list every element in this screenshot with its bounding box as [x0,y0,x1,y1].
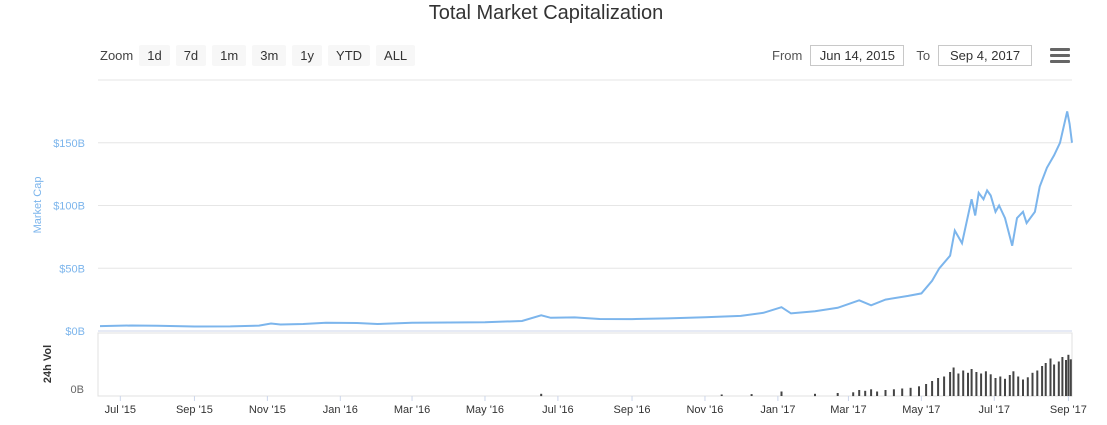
chart-title: Total Market Capitalization [428,2,664,24]
volume-bar [1069,359,1072,397]
x-tick-label: Sep '17 [1050,404,1087,416]
x-tick-label: Jul '16 [542,404,573,416]
volume-bar [814,393,816,397]
x-tick-label: Nov '16 [686,404,723,416]
zoom-1m-button[interactable]: 1m [212,45,247,66]
x-tick-label: Nov '15 [249,404,286,416]
from-label: From [772,48,803,63]
zoom-all-button[interactable]: ALL [376,45,416,66]
volume-bar [540,393,543,397]
volume-bar [864,390,867,397]
volume-bar [870,389,873,397]
volume-bar [901,388,904,396]
volume-bar [937,378,940,396]
volume-bar [962,370,965,396]
volume-bar [1004,378,1006,397]
volume-bar [999,376,1002,396]
volume-bar [1031,372,1034,397]
volume-axis-tick: 0B [71,384,84,396]
y-tick-label: $150B [53,138,85,150]
volume-bar [750,394,753,396]
volume-bar [836,393,839,396]
volume-bar [1017,376,1020,396]
zoom-1d-button[interactable]: 1d [139,45,170,66]
volume-panel-frame [97,332,1073,397]
volume-bar [943,376,946,396]
volume-bar [858,390,861,396]
volume-bar [892,389,895,397]
volume-bar [1036,370,1039,396]
volume-bar [852,392,855,397]
y-tick-label: $100B [53,201,85,213]
zoom-label: Zoom [100,48,134,63]
x-tick-label: Jul '15 [105,404,136,416]
x-tick-label: May '16 [466,404,504,416]
x-tick-label: Jan '17 [760,404,795,416]
volume-bar [780,391,783,396]
x-tick-label: Mar '17 [830,404,866,416]
volume-bar [994,378,997,396]
x-tick-label: Jul '17 [979,404,1010,416]
volume-bar [975,372,978,396]
volume-bar [931,381,934,396]
volume-bar [1026,377,1029,397]
volume-bar [952,367,955,396]
volume-bar [957,373,960,396]
volume-bar [876,391,879,396]
to-date-input[interactable] [938,45,1033,66]
volume-bar [1057,361,1060,396]
y-axis-title: Market Cap [32,177,44,234]
x-tick-label: Sep '16 [614,404,651,416]
y-tick-label: $50B [59,263,85,275]
volume-bar [1041,366,1044,396]
volume-bar [1044,363,1047,396]
volume-bar [967,372,969,397]
volume-bar [1053,364,1056,396]
volume-bar [1049,358,1052,396]
zoom-ytd-button[interactable]: YTD [328,45,371,66]
to-label: To [916,48,931,63]
x-tick-label: May '17 [902,404,940,416]
volume-bar [1022,379,1024,396]
volume-bar [925,384,928,396]
volume-bar [989,374,992,397]
volume-bar [909,387,912,397]
volume-bar [949,372,952,396]
x-tick-label: Jan '16 [323,404,358,416]
hamburger-menu-icon[interactable] [1050,48,1070,64]
volume-bar [1067,354,1070,397]
volume-axis-title: 24h Vol [42,345,54,383]
from-date-input[interactable] [810,45,905,66]
volume-bar [1061,357,1064,396]
volume-bar [980,373,983,396]
x-tick-label: Sep '15 [176,404,213,416]
y-tick-label: $0B [65,326,85,338]
zoom-bar: Zoom 1d 7d 1m 3m 1y YTD ALL [100,45,421,66]
zoom-1y-button[interactable]: 1y [292,45,323,66]
volume-bar [1065,360,1067,396]
volume-bar [918,386,920,397]
market-cap-line [99,111,1073,328]
x-tick-label: Mar '16 [394,404,430,416]
volume-bar [720,394,723,396]
volume-bar [884,390,887,396]
zoom-7d-button[interactable]: 7d [175,45,207,66]
zoom-3m-button[interactable]: 3m [252,45,287,66]
volume-bar [1012,371,1015,397]
volume-bar [970,369,973,396]
volume-bar [1008,375,1011,396]
date-range: From To [772,45,1033,66]
volume-bar [984,371,987,397]
